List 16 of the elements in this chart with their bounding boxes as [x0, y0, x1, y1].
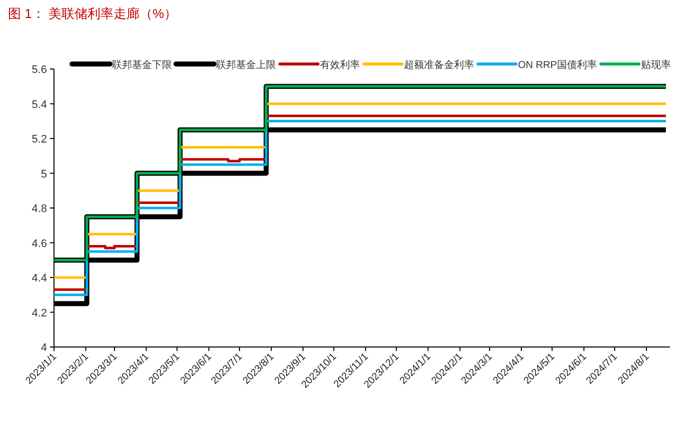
legend-label: 超额准备金利率 — [404, 59, 474, 71]
legend-label: ON RRP国债利率 — [518, 59, 597, 71]
y-tick-label: 4.4 — [32, 272, 47, 284]
y-tick-label: 4.8 — [32, 203, 47, 215]
y-tick-label: 5 — [40, 168, 47, 180]
y-tick-label: 5.6 — [32, 64, 47, 76]
y-tick-label: 5.4 — [32, 98, 47, 111]
chart-title: 图 1： 美联储利率走廊（%） — [8, 6, 178, 21]
legend-label: 联邦基金下限 — [112, 59, 172, 71]
legend-label: 有效利率 — [320, 59, 360, 71]
legend-label: 贴现率 — [640, 59, 671, 71]
legend-label: 联邦基金上限 — [216, 59, 276, 71]
y-tick-label: 5.2 — [32, 134, 47, 146]
y-tick-label: 4 — [40, 342, 47, 354]
y-tick-label: 4.2 — [32, 307, 47, 320]
y-tick-label: 4.6 — [32, 238, 47, 250]
